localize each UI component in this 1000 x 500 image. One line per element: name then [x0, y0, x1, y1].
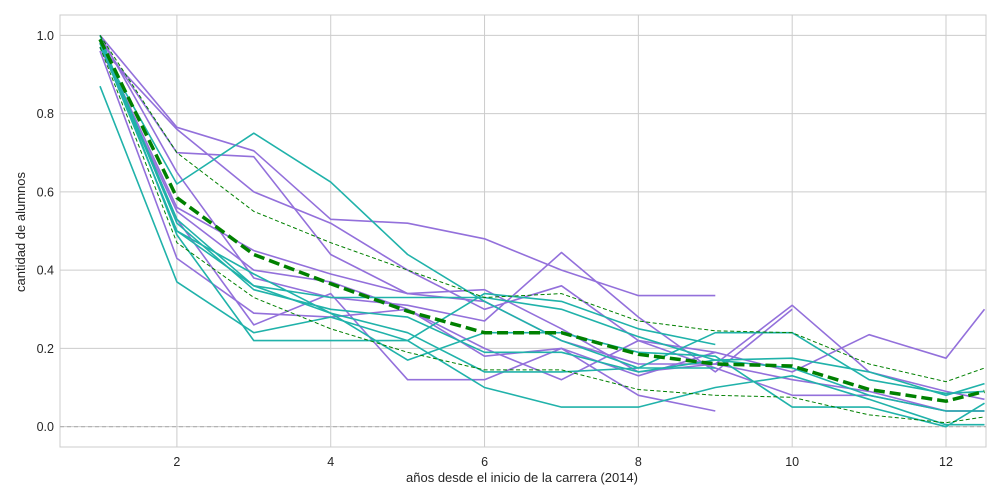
tick-labels: 2 4 6 8 10 12 0.0 0.2 0.4 0.6 0.8 1.0: [37, 29, 953, 469]
y-tick-label: 0.6: [37, 185, 54, 199]
purple-series-line-8: [99, 42, 716, 412]
x-tick-label: 6: [481, 455, 488, 469]
mean-line-group: [98, 38, 985, 403]
x-axis-label: años desde el inicio de la carrera (2014…: [406, 470, 638, 485]
purple-series-line-2: [99, 34, 793, 373]
x-tick-label: 10: [785, 455, 799, 469]
purple-series-line-1: [99, 34, 716, 297]
x-tick-label: 4: [327, 455, 334, 469]
teal-series-line-15: [99, 42, 716, 373]
purple-series-line-5: [99, 42, 985, 412]
plot-frame: [59, 14, 987, 448]
y-tick-label: 0.8: [37, 107, 54, 121]
grid-lines: [59, 14, 987, 448]
band-lines: [99, 35, 985, 424]
y-tick-label: 0.4: [37, 264, 54, 278]
purple-series-line-4: [99, 46, 986, 373]
mean-line: [98, 38, 985, 403]
x-tick-label: 2: [173, 455, 180, 469]
teal-series-line-10: [99, 46, 985, 395]
lower-band-line: [99, 46, 985, 424]
upper-band-line: [99, 35, 985, 383]
x-tick-label: 12: [939, 455, 953, 469]
y-tick-label: 0.0: [37, 420, 54, 434]
teal-series-line-14: [99, 38, 985, 412]
y-tick-label: 0.2: [37, 342, 54, 356]
y-tick-label: 1.0: [37, 29, 54, 43]
teal-series-line-12: [99, 35, 985, 426]
x-tick-label: 8: [635, 455, 642, 469]
series-lines: [99, 34, 986, 428]
purple-series-line-7: [99, 46, 716, 377]
y-axis-label: cantidad de alumnos: [13, 172, 28, 292]
